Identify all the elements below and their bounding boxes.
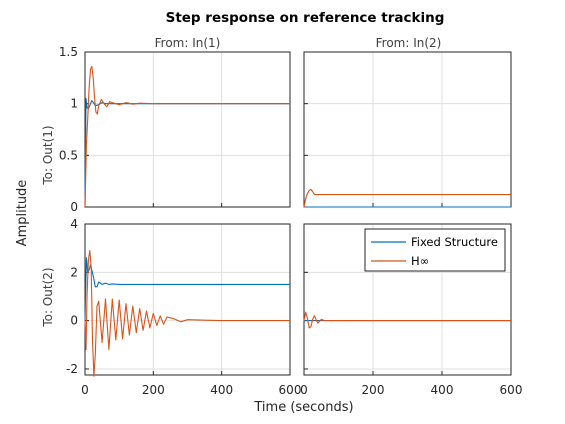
row-title-1: To: Out(1) [41,125,55,185]
panel-border [84,51,291,208]
y-tick-label: -2 [66,362,78,376]
y-tick-label: 0 [70,200,78,214]
series-line-hinf [84,250,290,377]
row-title-2: To: Out(2) [41,267,55,327]
panel-frame [84,223,291,376]
x-tick-label: 0 [81,383,89,397]
panel-frame [84,51,291,208]
y-tick-label: 4 [70,217,78,231]
series-line-hinf [84,65,290,208]
y-tick-label: 1 [70,97,78,111]
x-tick-label: 400 [431,383,454,397]
series-line-fixed-structure [84,257,290,321]
panel-r1-c2 [303,51,512,208]
x-tick-label: 600 [500,383,523,397]
y-tick-label: 2 [70,265,78,279]
y-tick-label: 0.5 [59,148,78,162]
x-tick-label: 600 [279,383,302,397]
legend-box [364,228,506,272]
x-tick-label: 200 [142,383,165,397]
series-line-hinf [303,188,511,208]
x-tick-label: 200 [362,383,385,397]
y-tick-label: 1.5 [59,45,78,59]
x-tick-label: 400 [210,383,233,397]
legend-label-fixed-structure: Fixed Structure [411,235,498,249]
legend-label-hinf: H∞ [411,254,429,268]
column-title-1: From: In(1) [155,36,221,50]
x-axis-label: Time (seconds) [253,400,353,415]
panel-border [303,223,512,376]
x-tick-label: 0 [300,383,308,397]
panel-frame [303,51,512,208]
column-title-2: From: In(2) [376,36,442,50]
y-tick-label: 0 [70,314,78,328]
chart-title: Step response on reference tracking [166,10,445,26]
panel-r1-c1: 0 0.5 1 1.5 [59,45,291,214]
y-axis-label: Amplitude [15,180,30,247]
series-line-hinf [303,311,511,329]
legend: Fixed Structure H∞ [364,228,506,272]
